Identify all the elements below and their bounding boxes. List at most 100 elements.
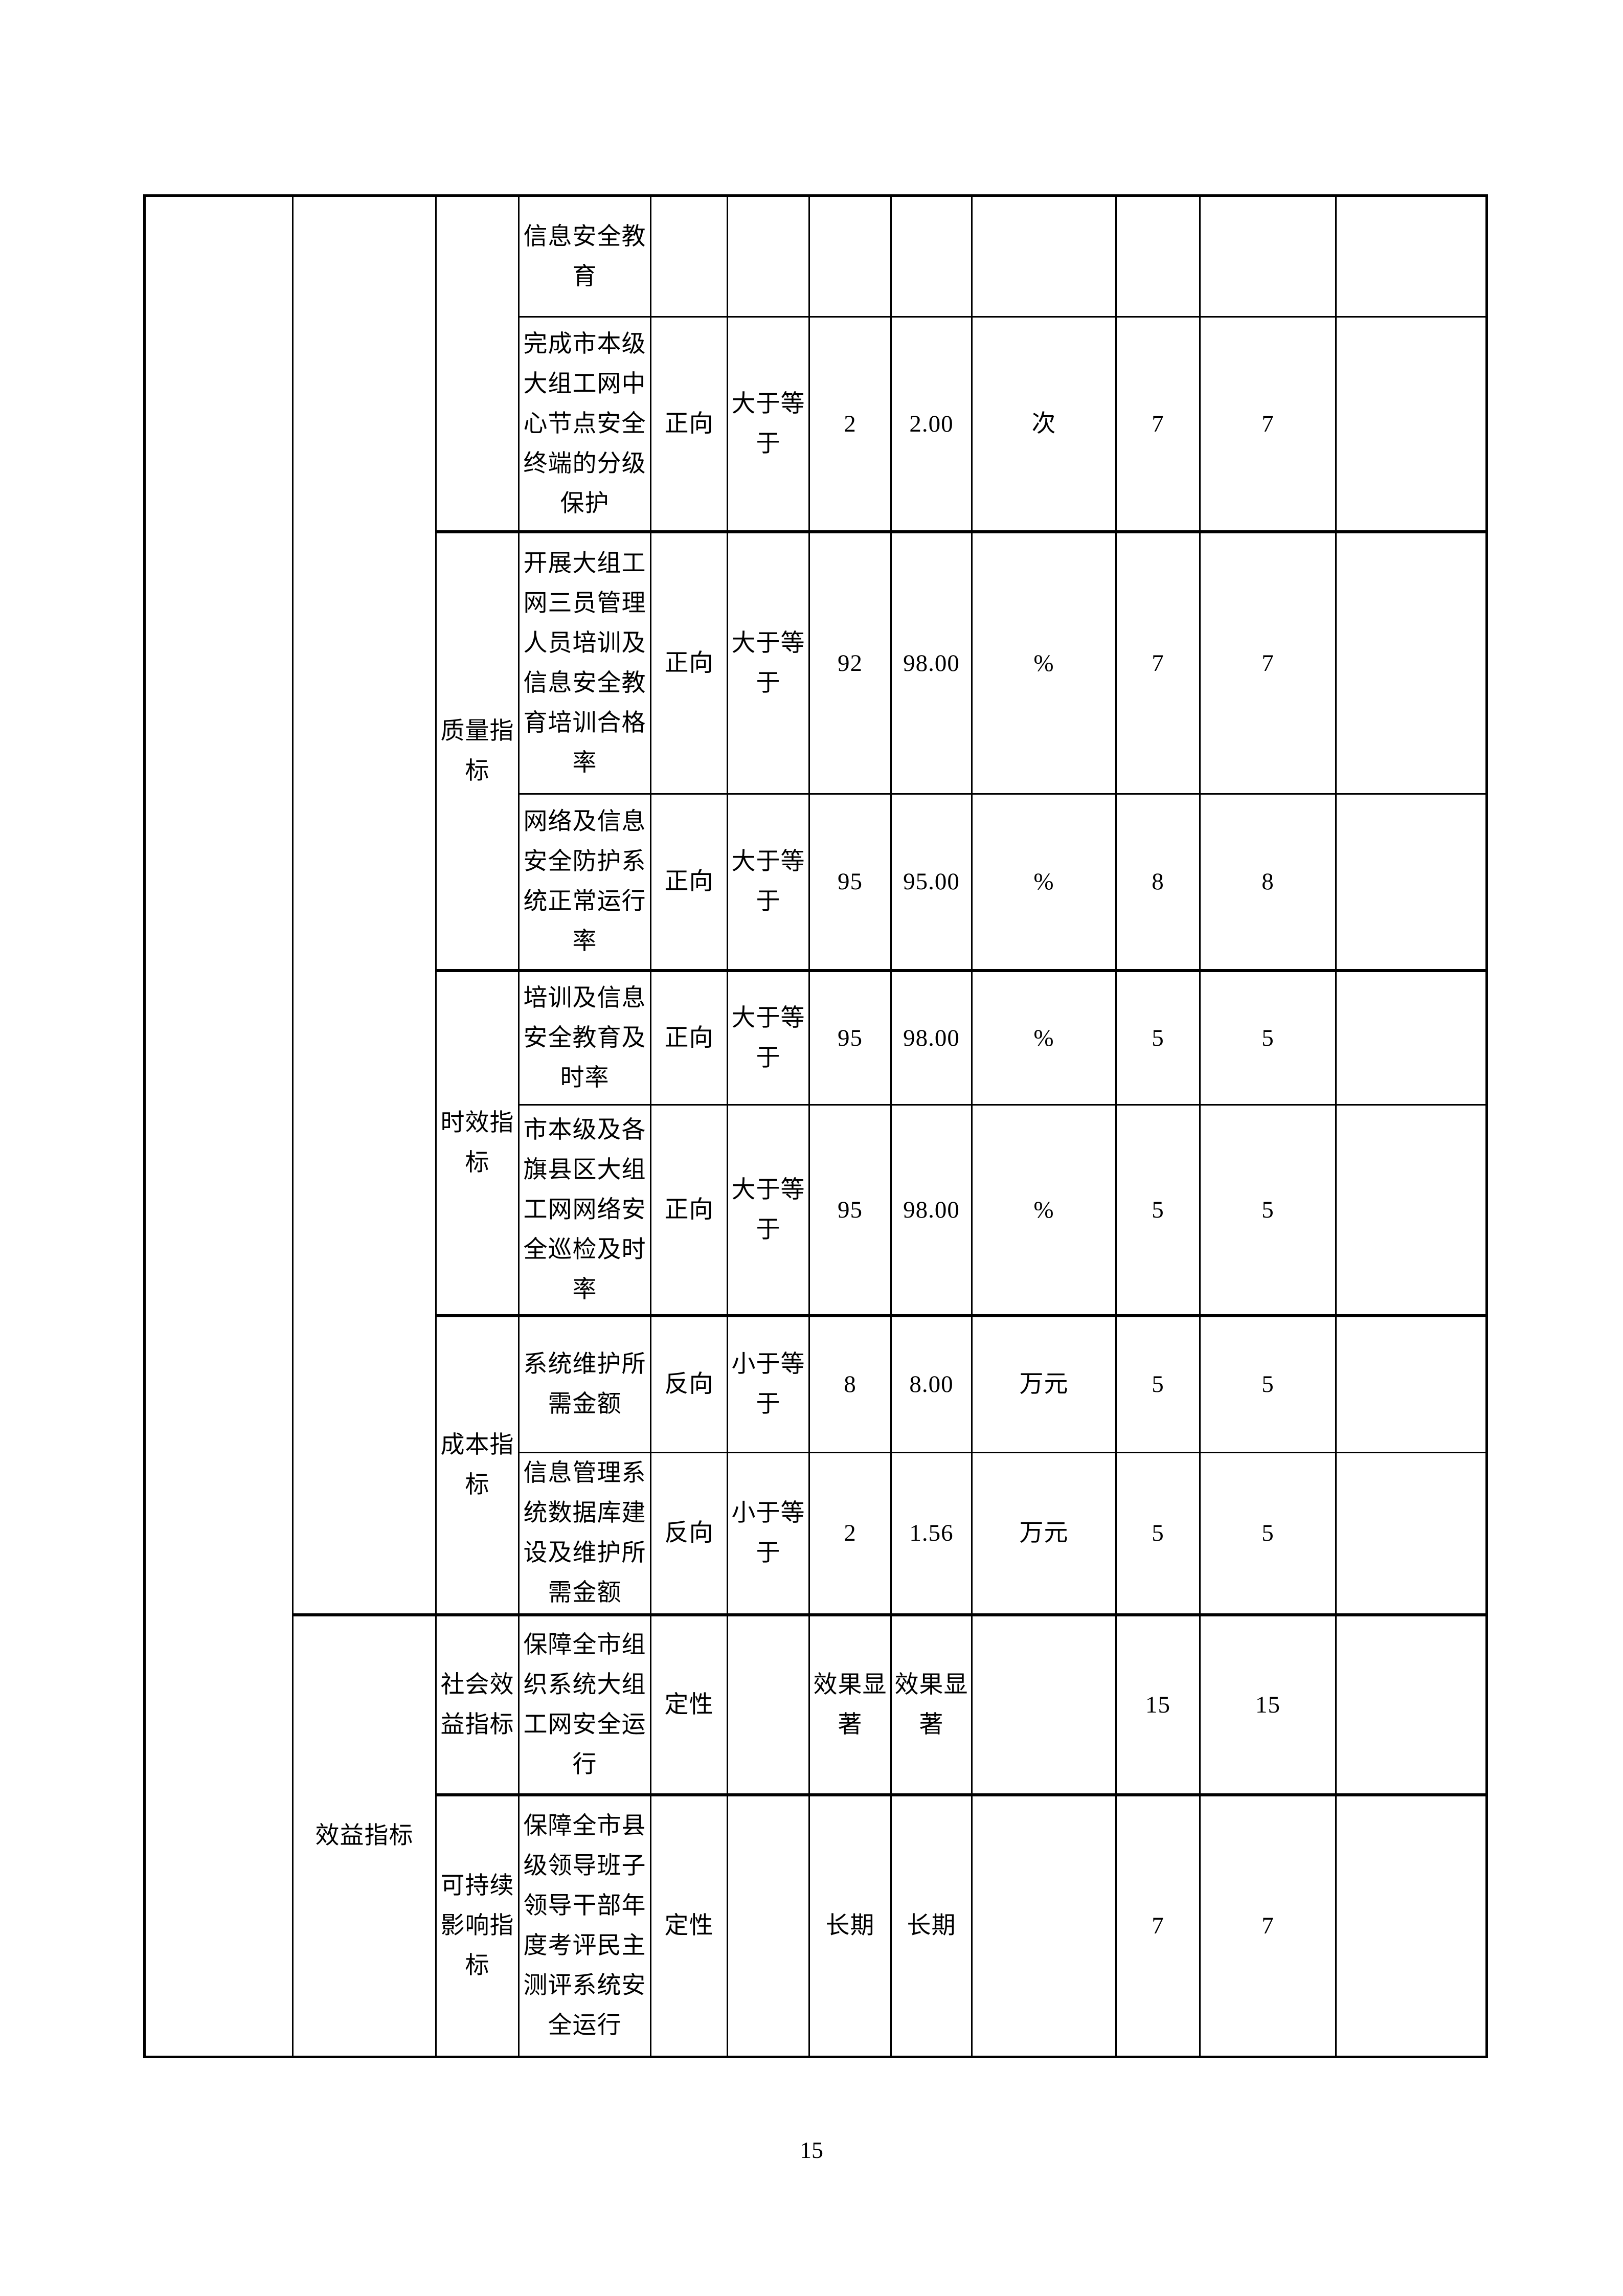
cell-unit: 次 (971, 316, 1117, 532)
cell-comparison: 大于等 于 (727, 793, 810, 971)
cell-blank (1335, 969, 1487, 1106)
cell-direction: 定性 (650, 1793, 728, 2058)
cell-score: 7 (1199, 316, 1337, 532)
cell-direction: 定性 (650, 1613, 728, 1795)
cell-comparison (727, 1613, 810, 1795)
cell-group-sustainable-impact: 可持续 影响指 标 (435, 1793, 520, 2058)
cell-indicator: 市本级及各 旗县区大组 工网网络安 全巡检及时 率 (518, 1104, 651, 1316)
cell-indicator: 培训及信息 安全教育及 时率 (518, 969, 651, 1106)
cell-unit: 万元 (971, 1314, 1117, 1453)
cell-direction: 正向 (650, 969, 728, 1106)
cell-target-value: 8 (808, 1314, 892, 1453)
cell-indicator: 信息管理系 统数据库建 设及维护所 需金额 (518, 1452, 651, 1615)
cell-actual-value: 效果显 著 (890, 1613, 973, 1795)
cell-score: 15 (1199, 1613, 1337, 1795)
cell-direction: 正向 (650, 1104, 728, 1316)
cell-weight: 7 (1115, 1793, 1201, 2058)
cell-indicator: 网络及信息 安全防护系 统正常运行 率 (518, 793, 651, 971)
cell-unit: % (971, 1104, 1117, 1316)
cell-actual-value: 长期 (890, 1793, 973, 2058)
cell-weight: 5 (1115, 1314, 1201, 1453)
cell-actual-value (890, 195, 973, 318)
cell-weight: 5 (1115, 969, 1201, 1106)
cell-score: 5 (1199, 969, 1337, 1106)
cell-unit (971, 195, 1117, 318)
cell-comparison: 大于等 于 (727, 316, 810, 532)
cell-indicator: 保障全市县 级领导班子 领导干部年 度考评民主 测评系统安 全运行 (518, 1793, 651, 2058)
cell-score: 7 (1199, 1793, 1337, 2058)
cell-direction: 正向 (650, 530, 728, 795)
cell-blank (1335, 793, 1487, 971)
cell-blank (1335, 1104, 1487, 1316)
cell-weight: 15 (1115, 1613, 1201, 1795)
cell-blank (1335, 1314, 1487, 1453)
cell-actual-value: 98.00 (890, 969, 973, 1106)
cell-score (1199, 195, 1337, 318)
cell-comparison: 大于等 于 (727, 1104, 810, 1316)
cell-target-value: 2 (808, 316, 892, 532)
page-number: 15 (800, 2137, 823, 2163)
cell-group-timeliness: 时效指 标 (435, 969, 520, 1316)
cell-weight: 8 (1115, 793, 1201, 971)
cell-unit: 万元 (971, 1452, 1117, 1615)
cell-score: 5 (1199, 1104, 1337, 1316)
cell-weight: 7 (1115, 530, 1201, 795)
cell-subgroup-continuation (435, 195, 520, 532)
cell-target-value: 95 (808, 1104, 892, 1316)
cell-group-cost: 成本指 标 (435, 1314, 520, 1615)
cell-direction (650, 195, 728, 318)
cell-comparison (727, 1793, 810, 2058)
cell-left-continuation-column (144, 195, 294, 2058)
cell-target-value: 92 (808, 530, 892, 795)
cell-actual-value: 98.00 (890, 530, 973, 795)
cell-comparison: 大于等 于 (727, 969, 810, 1106)
cell-direction: 反向 (650, 1314, 728, 1453)
performance-indicator-table: 信息安全教 育 完成市本级 大组工网中 心节点安全 终端的分级 保护 正向 大于… (143, 194, 1488, 2058)
cell-comparison (727, 195, 810, 318)
cell-blank (1335, 1613, 1487, 1795)
cell-unit: % (971, 530, 1117, 795)
cell-score: 5 (1199, 1314, 1337, 1453)
cell-weight: 5 (1115, 1104, 1201, 1316)
cell-direction: 正向 (650, 793, 728, 971)
cell-target-value: 2 (808, 1452, 892, 1615)
cell-blank (1335, 530, 1487, 795)
cell-group-benefit: 效益指标 (292, 1613, 437, 2058)
cell-indicator: 开展大组工 网三员管理 人员培训及 信息安全教 育培训合格 率 (518, 530, 651, 795)
cell-comparison: 小于等 于 (727, 1452, 810, 1615)
cell-weight: 7 (1115, 316, 1201, 532)
cell-target-value (808, 195, 892, 318)
cell-weight: 5 (1115, 1452, 1201, 1615)
cell-group-quality: 质量指 标 (435, 530, 520, 971)
cell-blank (1335, 195, 1487, 318)
cell-blank (1335, 1452, 1487, 1615)
cell-score: 8 (1199, 793, 1337, 971)
cell-direction: 正向 (650, 316, 728, 532)
cell-group-social-benefit: 社会效 益指标 (435, 1613, 520, 1795)
cell-target-value: 效果显 著 (808, 1613, 892, 1795)
cell-unit (971, 1613, 1117, 1795)
cell-actual-value: 98.00 (890, 1104, 973, 1316)
cell-unit (971, 1793, 1117, 2058)
cell-actual-value: 1.56 (890, 1452, 973, 1615)
cell-actual-value: 95.00 (890, 793, 973, 971)
cell-score: 5 (1199, 1452, 1337, 1615)
cell-indicator: 信息安全教 育 (518, 195, 651, 318)
cell-target-value: 长期 (808, 1793, 892, 2058)
cell-actual-value: 2.00 (890, 316, 973, 532)
cell-group-continuation (292, 195, 437, 1615)
cell-actual-value: 8.00 (890, 1314, 973, 1453)
cell-target-value: 95 (808, 969, 892, 1106)
cell-unit: % (971, 969, 1117, 1106)
cell-blank (1335, 1793, 1487, 2058)
cell-direction: 反向 (650, 1452, 728, 1615)
cell-comparison: 大于等 于 (727, 530, 810, 795)
cell-weight (1115, 195, 1201, 318)
cell-indicator: 保障全市组 织系统大组 工网安全运 行 (518, 1613, 651, 1795)
cell-unit: % (971, 793, 1117, 971)
cell-score: 7 (1199, 530, 1337, 795)
cell-comparison: 小于等 于 (727, 1314, 810, 1453)
cell-indicator: 系统维护所 需金额 (518, 1314, 651, 1453)
cell-blank (1335, 316, 1487, 532)
